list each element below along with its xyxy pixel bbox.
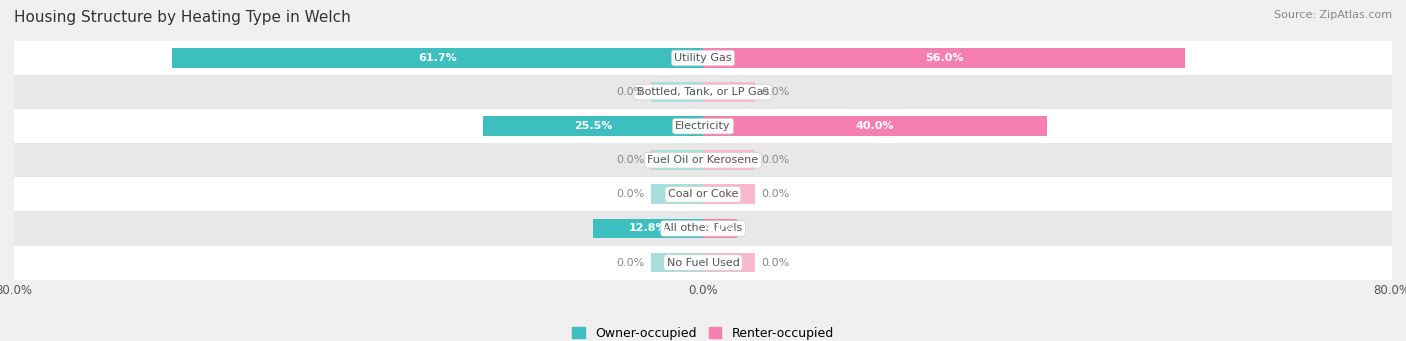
Text: Housing Structure by Heating Type in Welch: Housing Structure by Heating Type in Wel… [14, 10, 352, 25]
Bar [703, 116, 1047, 136]
Bar [703, 253, 755, 272]
Bar [651, 184, 703, 204]
Bar [14, 109, 1392, 143]
Bar [703, 184, 755, 204]
Bar [14, 177, 1392, 211]
Bar [651, 150, 703, 170]
Bar [703, 219, 738, 238]
Bar [14, 211, 1392, 246]
Bar [703, 48, 1185, 68]
Bar [14, 143, 1392, 177]
Text: All other Fuels: All other Fuels [664, 223, 742, 234]
Text: 0.0%: 0.0% [616, 189, 644, 199]
Bar [651, 253, 703, 272]
Bar [703, 150, 755, 170]
Text: 56.0%: 56.0% [925, 53, 963, 63]
Text: Utility Gas: Utility Gas [675, 53, 731, 63]
Bar [14, 41, 1392, 75]
Legend: Owner-occupied, Renter-occupied: Owner-occupied, Renter-occupied [568, 322, 838, 341]
Text: Bottled, Tank, or LP Gas: Bottled, Tank, or LP Gas [637, 87, 769, 97]
Bar [651, 82, 703, 102]
Bar [14, 246, 1392, 280]
Text: 4.0%: 4.0% [704, 223, 735, 234]
Text: 61.7%: 61.7% [418, 53, 457, 63]
Bar [703, 82, 755, 102]
Text: Electricity: Electricity [675, 121, 731, 131]
Text: 0.0%: 0.0% [762, 189, 790, 199]
Text: Coal or Coke: Coal or Coke [668, 189, 738, 199]
Text: 40.0%: 40.0% [856, 121, 894, 131]
Text: 0.0%: 0.0% [762, 87, 790, 97]
Bar [484, 116, 703, 136]
Text: 12.8%: 12.8% [628, 223, 668, 234]
Bar [14, 75, 1392, 109]
Text: No Fuel Used: No Fuel Used [666, 257, 740, 268]
Text: 0.0%: 0.0% [616, 155, 644, 165]
Text: 0.0%: 0.0% [616, 87, 644, 97]
Text: Source: ZipAtlas.com: Source: ZipAtlas.com [1274, 10, 1392, 20]
Text: 0.0%: 0.0% [616, 257, 644, 268]
Text: 0.0%: 0.0% [762, 257, 790, 268]
Text: 25.5%: 25.5% [574, 121, 613, 131]
Bar [172, 48, 703, 68]
Bar [593, 219, 703, 238]
Text: Fuel Oil or Kerosene: Fuel Oil or Kerosene [647, 155, 759, 165]
Text: 0.0%: 0.0% [762, 155, 790, 165]
